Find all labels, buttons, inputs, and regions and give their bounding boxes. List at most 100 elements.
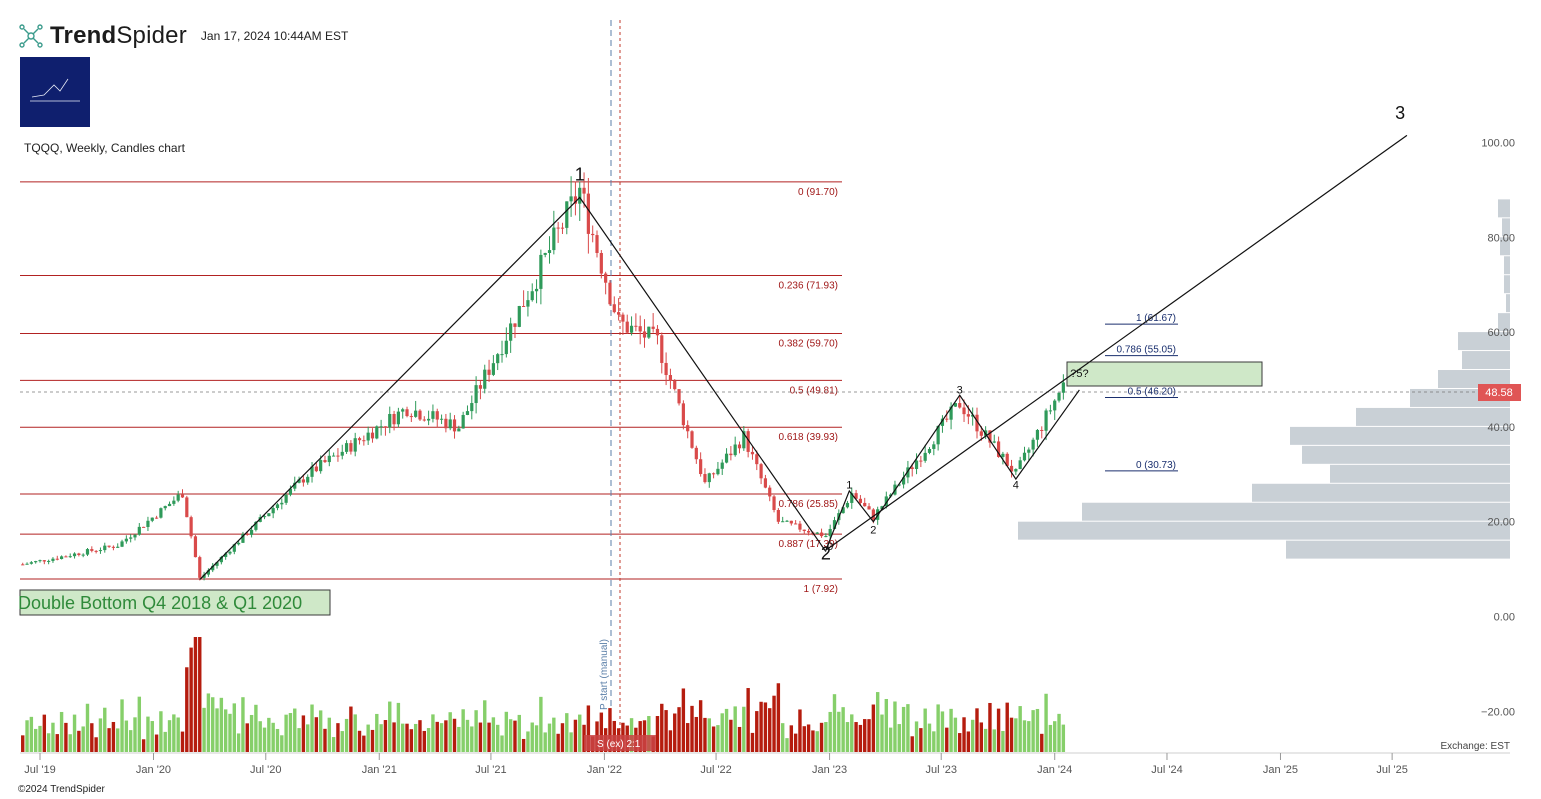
candle-body <box>763 478 768 488</box>
volume-bar <box>910 736 914 752</box>
candle-body <box>707 473 711 483</box>
candle-body <box>832 520 837 529</box>
volume-bar <box>729 719 733 752</box>
candle-body <box>724 453 729 463</box>
candle-body <box>383 426 388 428</box>
volume-bar <box>504 711 509 752</box>
volume-bar <box>327 717 332 752</box>
candle-body <box>996 441 1001 457</box>
candle-body <box>401 409 405 412</box>
volume-bar <box>314 717 319 752</box>
volume-bar <box>267 717 271 752</box>
wave-label-small: ?5? <box>1070 368 1088 380</box>
volume-bar <box>150 721 154 752</box>
volume-bar <box>875 692 880 752</box>
wave-line <box>199 196 827 580</box>
candle-body <box>815 532 819 534</box>
volume-bar <box>1014 718 1018 752</box>
projection-label: 0.786 (55.05) <box>1117 345 1177 356</box>
volume-profile-bar <box>1252 483 1510 502</box>
candle-body <box>349 443 353 452</box>
candle-body <box>906 467 910 478</box>
volume-bar <box>72 714 77 752</box>
volume-bar <box>435 721 439 752</box>
candle-body <box>923 452 927 461</box>
candle-body <box>457 428 461 432</box>
volume-bar <box>189 647 193 752</box>
volume-bar <box>254 704 258 752</box>
candle-body <box>414 410 418 417</box>
candle-body <box>711 473 716 475</box>
candle-body <box>621 314 625 322</box>
volume-bar <box>159 711 163 752</box>
candle-body <box>470 403 474 412</box>
volume-profile <box>1018 199 1510 559</box>
volume-bar <box>1061 724 1066 752</box>
candle-body <box>750 451 755 455</box>
publisher-logo <box>20 57 90 127</box>
candle-body <box>21 564 25 566</box>
volume-bar <box>318 710 323 752</box>
candle-body <box>828 528 832 537</box>
header: TrendSpider Jan 17, 2024 10:44AM EST <box>18 20 348 52</box>
y-axis: 100.00 80.00 60.00 40.00 20.00 0.00 −20.00 <box>1481 138 1515 719</box>
candle-body <box>647 326 651 338</box>
candle-body <box>29 562 33 564</box>
volume-bar <box>418 720 422 752</box>
candle-body <box>47 560 51 562</box>
volume-bar <box>357 730 362 752</box>
candle-body <box>772 496 776 511</box>
volume-bar <box>215 708 219 752</box>
volume-bar <box>897 724 901 752</box>
candle-body <box>396 411 400 425</box>
volume-bar <box>362 735 366 752</box>
candle-body <box>215 562 219 566</box>
candle-body <box>966 414 970 417</box>
x-tick-label: Jul '19 <box>24 764 55 776</box>
fib-retracement: 0 (91.70) 0.236 (71.93) 0.382 (59.70) 0.5 (… <box>20 181 842 595</box>
candle-body <box>1061 382 1065 393</box>
volume-bar <box>983 728 988 752</box>
candle-body <box>124 538 128 542</box>
volume-bar <box>863 719 867 752</box>
volume-bar <box>1048 724 1053 752</box>
volume-bar <box>77 730 81 752</box>
candle-body <box>755 454 759 465</box>
candle-body <box>448 419 452 429</box>
candle-body <box>25 563 29 565</box>
candle-body <box>254 521 258 530</box>
candle-body <box>306 476 310 483</box>
candle-body <box>673 380 677 390</box>
candle-body <box>271 508 275 514</box>
candle-body <box>142 526 146 528</box>
candle-body <box>310 466 314 477</box>
candle-body <box>293 482 297 489</box>
volume-bar <box>681 688 686 752</box>
volume-profile-bar <box>1286 540 1510 559</box>
volume-bars <box>21 637 1066 752</box>
x-tick-label: Jul '22 <box>700 764 731 776</box>
candle-body <box>604 273 608 283</box>
volume-bar <box>599 712 604 752</box>
volume-profile-bar <box>1462 351 1510 370</box>
candle-body <box>64 556 68 558</box>
volume-profile-bar <box>1438 370 1510 388</box>
candle-body <box>660 335 664 363</box>
volume-bar <box>42 714 47 752</box>
volume-bar <box>776 683 781 752</box>
candle-body <box>34 561 38 563</box>
candle-body <box>729 453 733 456</box>
candle-body <box>992 441 996 443</box>
candle-body <box>409 416 413 418</box>
candle-body <box>979 431 983 436</box>
candle-body <box>275 504 280 509</box>
volume-bar <box>1005 702 1009 752</box>
volume-bar <box>677 707 681 752</box>
candle-body <box>543 252 547 255</box>
candle-body <box>167 503 172 507</box>
candle-body <box>988 430 992 443</box>
wave-label-large: 3 <box>1395 103 1405 123</box>
volume-bar <box>854 722 858 752</box>
volume-bar <box>448 712 452 752</box>
